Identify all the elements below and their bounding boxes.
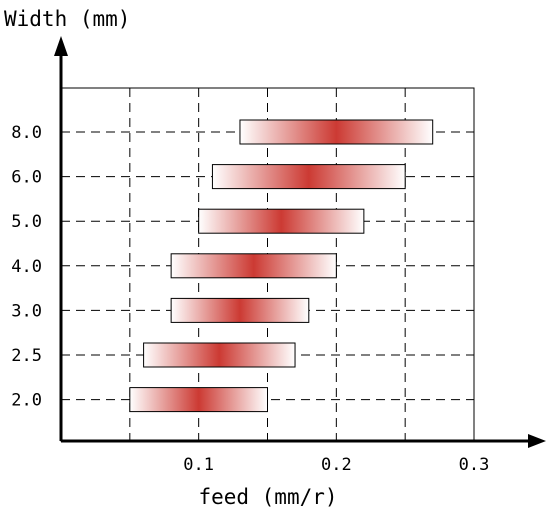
range-bar [211,164,406,190]
x-axis-arrow [528,434,546,448]
y-axis-arrow [54,36,68,56]
x-tick-label: 0.3 [459,455,490,475]
bars [129,119,434,413]
range-bar [170,253,337,279]
y-axis-title: Width (mm) [4,7,130,31]
range-bar [143,342,296,368]
x-tick-label: 0.1 [183,455,214,475]
y-tick-label: 2.0 [11,391,42,411]
range-bar [129,387,268,413]
y-tick-label: 8.0 [11,123,42,143]
y-tick-label: 3.0 [11,301,42,321]
y-tick-label: 6.0 [11,168,42,188]
x-axis-title: feed (mm/r) [198,485,337,509]
y-tick-label: 5.0 [11,212,42,232]
range-bar [170,297,310,323]
y-tick-label: 4.0 [11,257,42,277]
tick-labels: 8.0 6.0 5.0 4.0 3.0 2.5 2.0 0.1 0.2 0.3 [11,123,489,475]
y-tick-label: 2.5 [11,346,42,366]
x-tick-label: 0.2 [321,455,352,475]
range-bar [239,119,434,145]
range-bar [198,208,365,234]
